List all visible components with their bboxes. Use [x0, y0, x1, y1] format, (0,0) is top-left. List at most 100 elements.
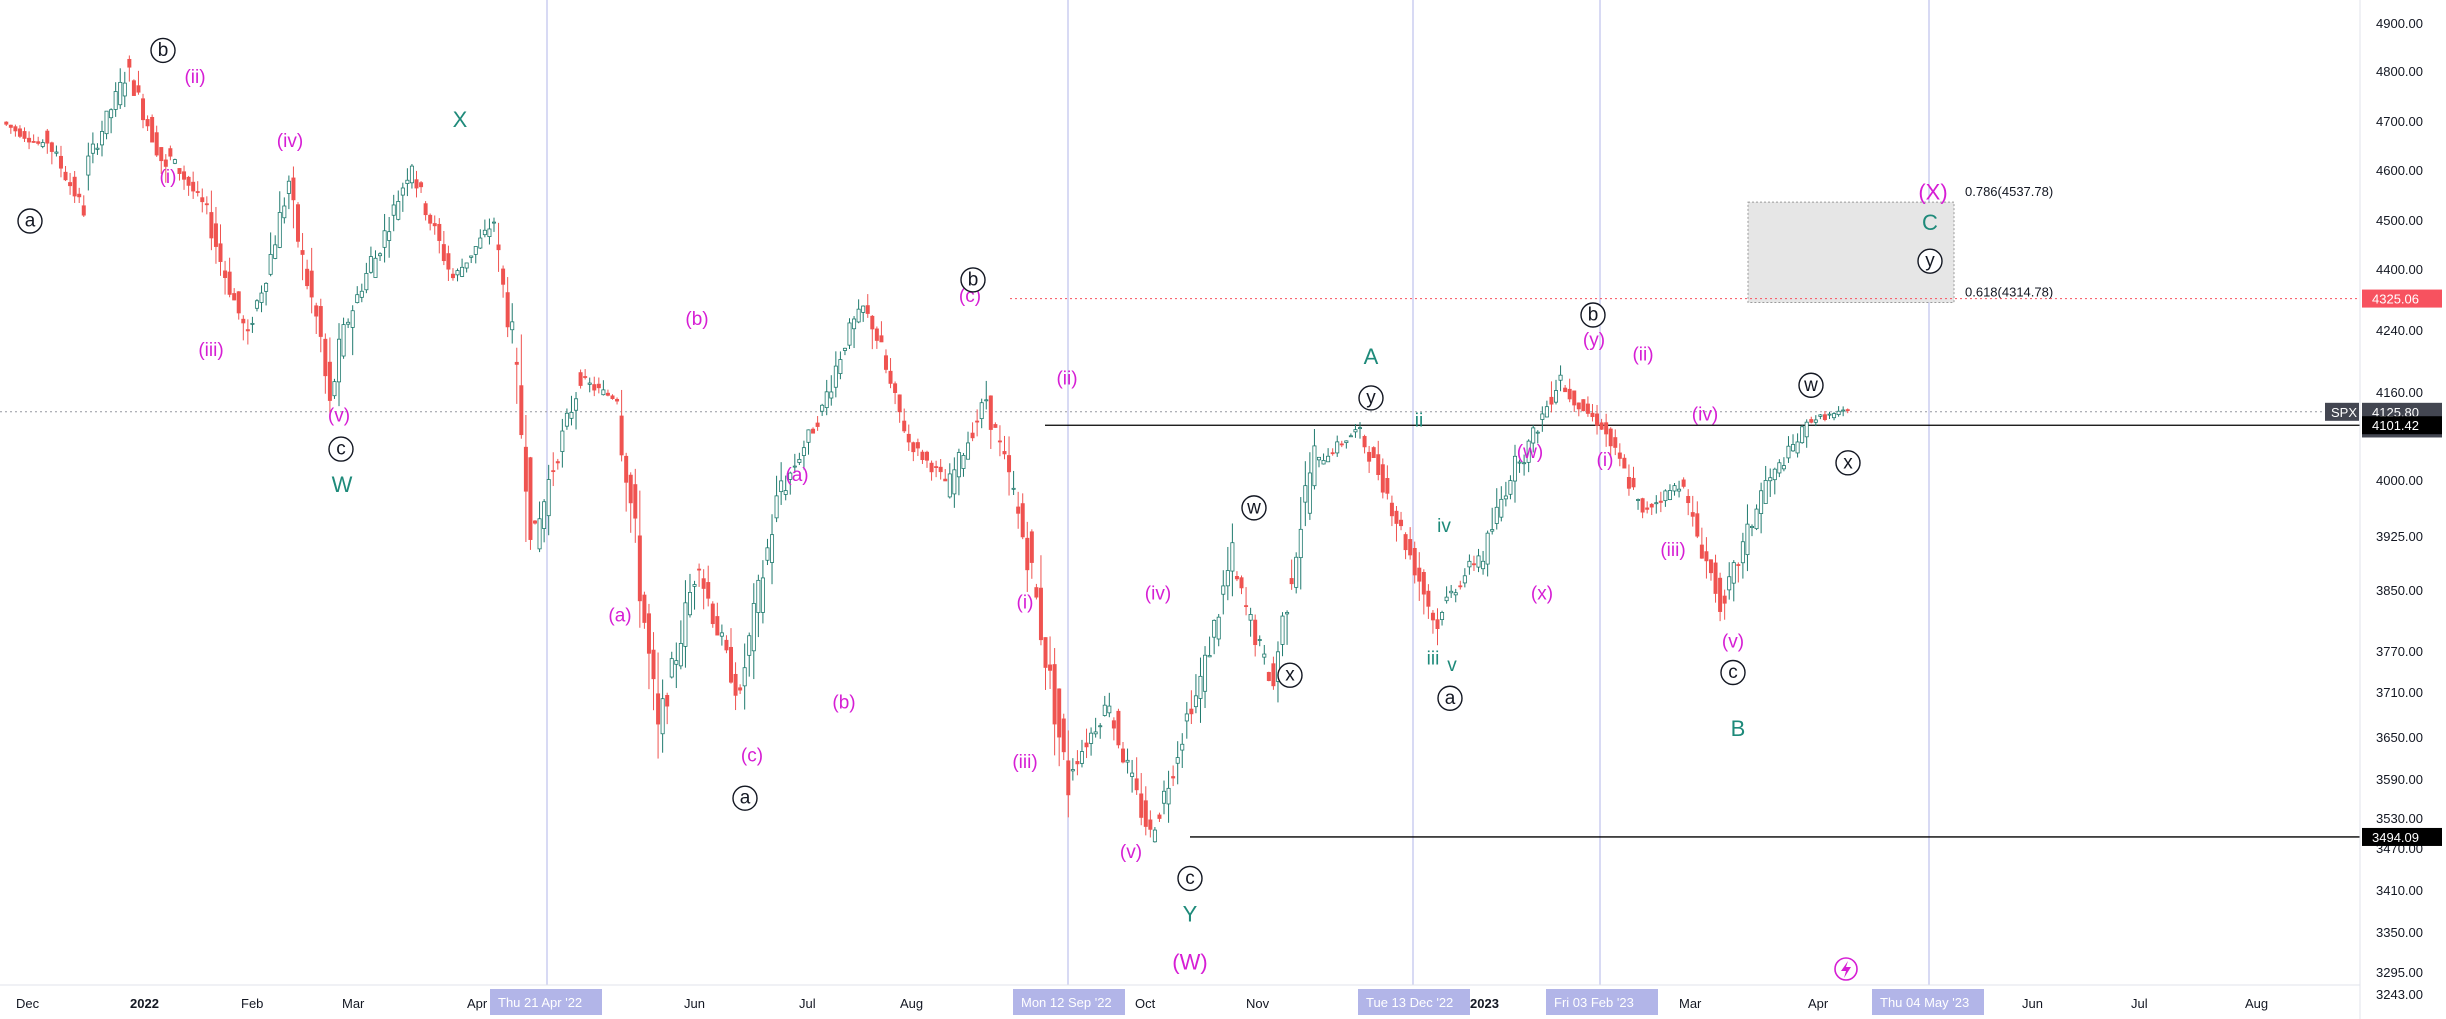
- candle-body: [1731, 562, 1736, 584]
- price-tick-label: 4400.00: [2376, 262, 2423, 277]
- candle-body: [1389, 502, 1394, 517]
- candle-body: [1722, 595, 1727, 604]
- candle-body: [45, 130, 50, 144]
- wave-label: C: [1922, 210, 1938, 235]
- candle-body: [1845, 409, 1850, 412]
- candle-body: [1554, 390, 1559, 403]
- candle-body: [1298, 528, 1303, 559]
- candle-body: [925, 451, 929, 461]
- candle-body: [318, 306, 323, 337]
- candle-body: [1595, 413, 1600, 426]
- candle-body: [300, 250, 305, 255]
- candle-body: [551, 470, 556, 473]
- candle-body: [1526, 440, 1531, 463]
- candle-body: [1285, 611, 1290, 615]
- candle-body: [870, 315, 875, 330]
- candle-body: [733, 673, 738, 696]
- price-tick-label: 3590.00: [2376, 772, 2423, 787]
- time-tick-label: Feb: [241, 996, 263, 1011]
- time-tick-label: Apr: [467, 996, 488, 1011]
- wave-label: (iii): [1012, 752, 1037, 773]
- candle-body: [637, 535, 642, 602]
- candle-body: [1189, 708, 1194, 715]
- candle-body: [405, 179, 410, 184]
- candle-body: [341, 324, 346, 357]
- candle-body: [1034, 587, 1039, 598]
- date-highlight-label: Thu 21 Apr '22: [498, 995, 582, 1010]
- candle-body: [1007, 455, 1012, 473]
- candle-body: [1462, 575, 1467, 584]
- fib-0618-label: 0.618(4314.78): [1965, 284, 2053, 299]
- candle-body: [528, 457, 533, 540]
- candle-body: [182, 171, 187, 180]
- time-tick-label: Jun: [2022, 996, 2043, 1011]
- candle-body: [856, 308, 861, 323]
- candle-body: [847, 322, 852, 346]
- candle-body: [409, 165, 414, 184]
- candle-body: [1572, 390, 1577, 406]
- wave-label: (v): [328, 406, 350, 427]
- candle-body: [1604, 422, 1609, 435]
- candle-body: [1531, 427, 1536, 444]
- candle-body: [660, 698, 665, 735]
- candle-body: [1079, 751, 1084, 764]
- time-axis[interactable]: Dec2022FebMarAprMayJunJulAugOctNov2023Ma…: [16, 989, 2268, 1015]
- candle-body: [706, 582, 711, 599]
- price-axis[interactable]: 4900.00 4800.00 4700.00 4600.00 4500.00 4400.…: [2325, 16, 2442, 1002]
- candle-body: [204, 203, 209, 206]
- candle-body: [1321, 460, 1326, 465]
- price-tick-label: 4800.00: [2376, 64, 2423, 79]
- candle-body: [1795, 441, 1800, 454]
- price-tick-label: 3650.00: [2376, 730, 2423, 745]
- candle-body: [136, 85, 141, 93]
- price-tick-label: 3770.00: [2376, 644, 2423, 659]
- candle-body: [1212, 619, 1217, 638]
- candle-body: [546, 479, 551, 517]
- wave-label: (iv): [1692, 405, 1718, 426]
- candle-body: [469, 255, 474, 258]
- candle-body: [127, 58, 132, 68]
- candle-body: [601, 389, 606, 396]
- candle-body: [510, 321, 515, 331]
- price-tick-label: 3243.00: [2376, 987, 2423, 1002]
- candle-body: [1490, 529, 1495, 532]
- candle-body: [1221, 585, 1226, 595]
- candle-body: [1649, 503, 1654, 508]
- candle-body: [1421, 572, 1426, 595]
- candle-body: [437, 223, 442, 241]
- candle-body: [1020, 503, 1025, 538]
- wave-label: c: [1728, 662, 1738, 683]
- candle-body: [993, 424, 998, 428]
- candle-body: [1152, 829, 1157, 843]
- fib-zone-box: [1747, 201, 1955, 303]
- time-tick-label: 2022: [130, 996, 159, 1011]
- wave-label: (c): [741, 746, 763, 767]
- candle-body: [1699, 544, 1704, 559]
- candle-body: [346, 321, 351, 325]
- candle-body: [1663, 490, 1668, 502]
- candle-body: [305, 268, 310, 287]
- candle-body: [1239, 577, 1244, 589]
- candle-body: [979, 402, 984, 420]
- wave-label: (ii): [1056, 369, 1077, 390]
- candle-body: [1316, 456, 1321, 461]
- candle-body: [906, 433, 911, 443]
- wave-label: ii: [1415, 411, 1423, 432]
- candle-body: [1412, 548, 1417, 576]
- candle-body: [382, 230, 387, 248]
- price-tag: [2362, 289, 2442, 308]
- wave-label-circle: [1917, 248, 1943, 274]
- candle-body: [505, 292, 510, 328]
- lightning-icon[interactable]: [1834, 957, 1858, 981]
- candle-body: [232, 293, 237, 301]
- candle-body: [63, 171, 68, 181]
- candle-body: [715, 616, 720, 636]
- candle-body: [1303, 485, 1308, 503]
- price-tag-label: 4101.42: [2372, 418, 2419, 433]
- candle-body: [464, 262, 469, 269]
- candle-body: [555, 461, 560, 464]
- candle-body: [1827, 413, 1832, 416]
- candle-body: [122, 82, 127, 97]
- candle-body: [1371, 447, 1376, 459]
